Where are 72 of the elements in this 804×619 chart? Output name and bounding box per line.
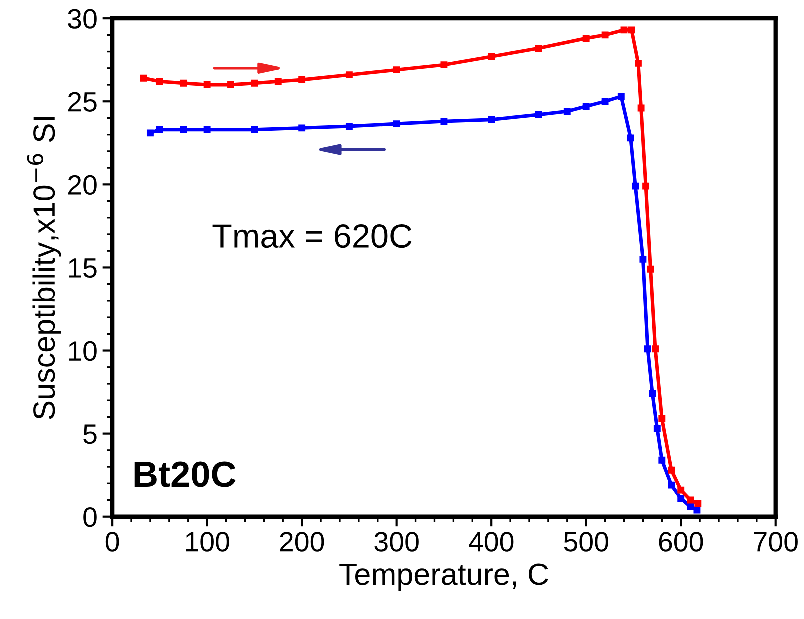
x-axis-title: Temperature, C: [340, 564, 548, 592]
point: [647, 266, 654, 273]
point: [632, 182, 640, 190]
point: [694, 506, 701, 514]
point: [658, 456, 666, 464]
point: [640, 256, 647, 263]
point: [393, 120, 400, 128]
x-tick-label: 0: [106, 532, 120, 552]
point: [652, 346, 659, 353]
point: [668, 466, 676, 474]
x-tick-label: 400: [469, 532, 514, 552]
point: [298, 76, 306, 84]
point: [618, 93, 625, 100]
point: [274, 78, 282, 86]
y-tick-label: 10: [69, 341, 97, 362]
point: [628, 26, 636, 34]
point: [627, 134, 634, 142]
point: [694, 500, 702, 508]
point: [582, 103, 590, 110]
point: [180, 80, 188, 87]
point: [204, 126, 211, 134]
point: [642, 182, 650, 190]
point: [146, 130, 154, 137]
point: [251, 80, 258, 87]
point: [204, 82, 211, 88]
x-tick-label: 200: [280, 532, 324, 552]
x-tick-label: 100: [186, 532, 230, 552]
annotation: Tmax = 620C: [212, 224, 412, 248]
point: [346, 123, 353, 130]
point: [644, 346, 652, 353]
point: [649, 390, 656, 398]
x-tick-label: 600: [659, 532, 704, 552]
point: [564, 108, 571, 116]
point: [346, 72, 353, 79]
point: [687, 496, 694, 504]
x-tick-label: 700: [754, 532, 798, 552]
point: [687, 503, 694, 510]
point: [180, 126, 188, 134]
point: [140, 74, 148, 82]
y-axis-title: Susceptibility,x10$^{−6}$ SI: [27, 118, 62, 420]
point: [634, 60, 642, 67]
y-tick-label: 20: [68, 175, 97, 196]
annotation: Bt20C: [134, 462, 236, 488]
point: [602, 32, 609, 39]
point: [440, 118, 448, 126]
point: [602, 98, 609, 106]
x-tick-label: 300: [374, 532, 419, 552]
point: [488, 53, 496, 60]
point: [638, 104, 645, 112]
point: [298, 124, 306, 132]
point: [678, 495, 685, 502]
y-tick-label: 30: [68, 9, 97, 29]
point: [488, 116, 496, 124]
y-tick-label: 5: [84, 424, 97, 444]
y-tick-label: 25: [68, 92, 97, 112]
point: [620, 26, 628, 34]
point: [156, 78, 164, 86]
point: [440, 62, 448, 69]
point: [668, 482, 676, 489]
point: [654, 425, 661, 432]
point: [658, 415, 666, 422]
point: [535, 111, 542, 118]
point: [156, 126, 164, 134]
point: [535, 44, 542, 52]
point: [228, 82, 234, 88]
x-tick-label: 500: [564, 532, 608, 552]
point: [582, 35, 590, 42]
y-tick-label: 15: [69, 258, 97, 278]
point: [393, 66, 400, 74]
y-tick-label: 0: [84, 508, 97, 528]
point: [251, 126, 258, 134]
point: [678, 486, 685, 494]
